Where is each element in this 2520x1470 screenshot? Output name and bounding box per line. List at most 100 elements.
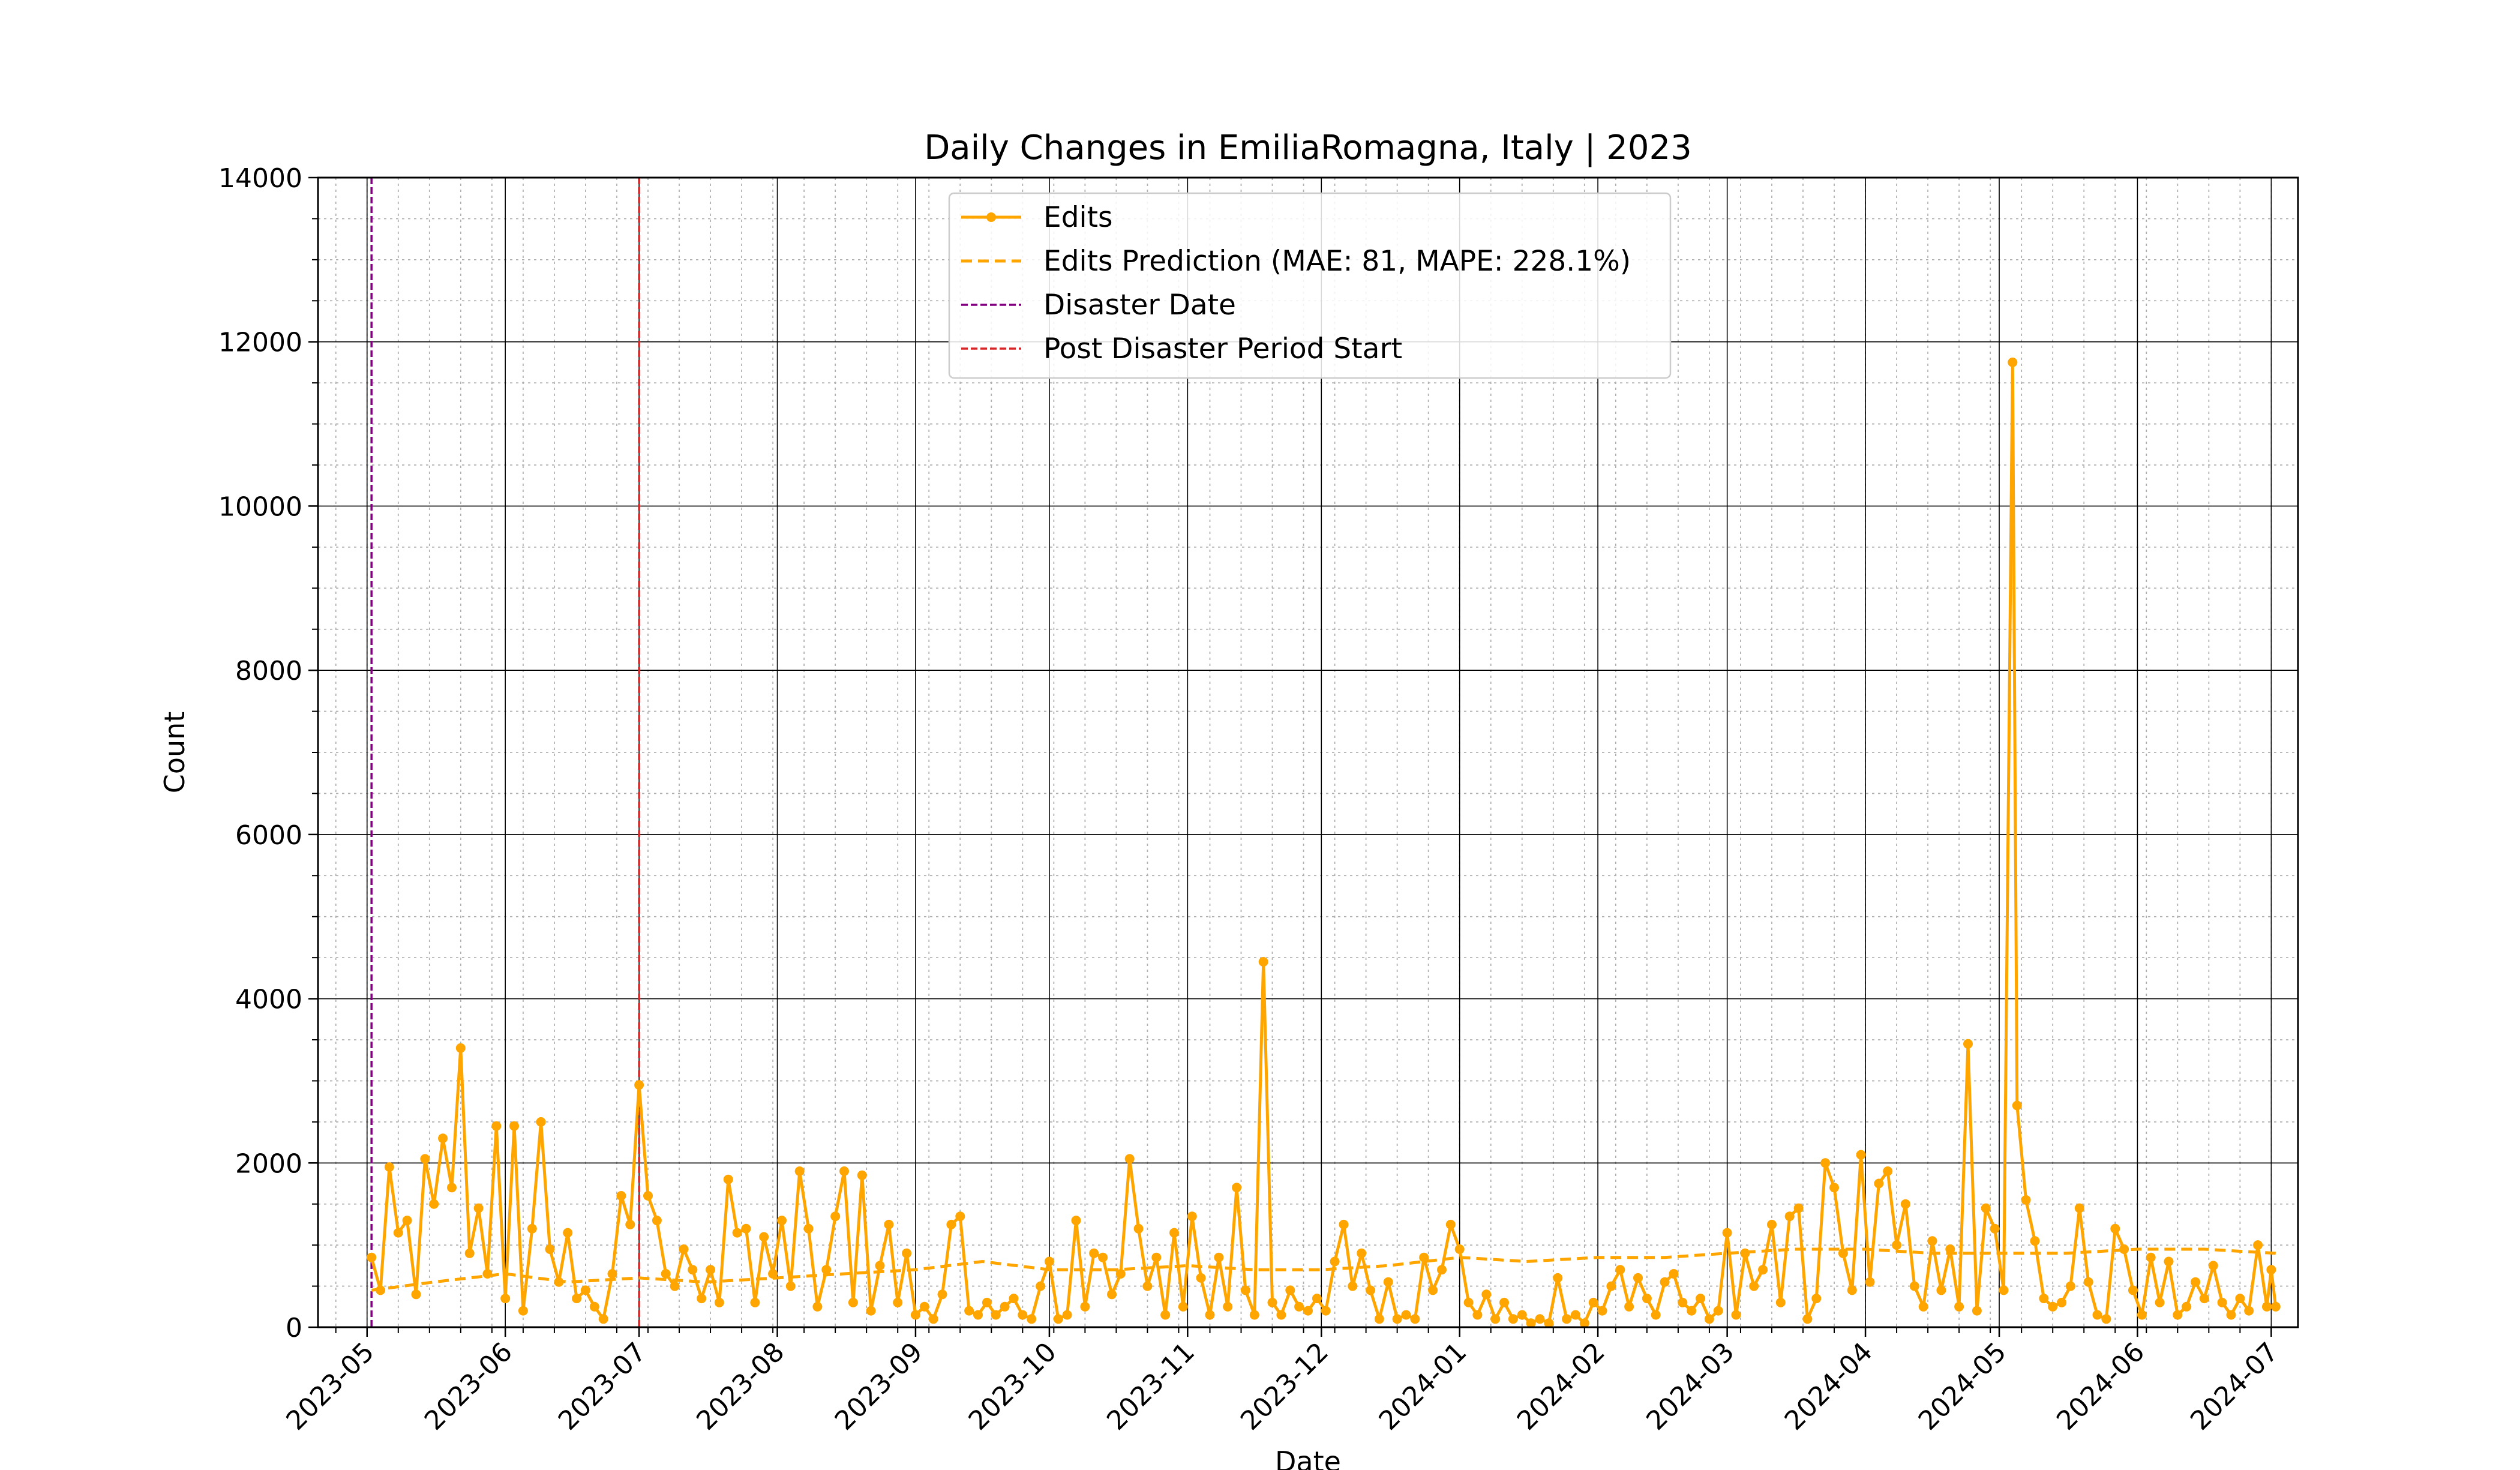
edits-point	[589, 1301, 599, 1312]
edits-point	[2270, 1301, 2281, 1312]
edits-point	[919, 1301, 929, 1312]
edits-point	[1499, 1297, 1509, 1307]
edits-point	[1133, 1223, 1144, 1234]
edits-point	[2173, 1310, 2183, 1320]
edits-point	[2110, 1223, 2120, 1234]
edits-point	[1588, 1297, 1598, 1307]
edits-point	[946, 1219, 956, 1229]
edits-point	[2065, 1281, 2075, 1291]
edits-point	[1107, 1289, 1117, 1300]
edits-point	[991, 1310, 1001, 1320]
edits-point	[670, 1281, 680, 1291]
y-tick-label: 8000	[235, 656, 302, 686]
edits-point	[821, 1265, 832, 1275]
edits-point	[1366, 1285, 1376, 1295]
edits-point	[1294, 1301, 1304, 1312]
edits-point	[1027, 1314, 1037, 1324]
y-tick-label: 14000	[218, 163, 302, 194]
edits-point	[1339, 1219, 1349, 1229]
edits-point	[1669, 1269, 1679, 1279]
edits-point	[1401, 1310, 1411, 1320]
edits-point	[1722, 1228, 1732, 1238]
edits-point	[2217, 1297, 2227, 1307]
edits-point	[937, 1289, 947, 1300]
edits-point	[554, 1277, 564, 1287]
edits-point	[884, 1219, 894, 1229]
edits-point	[2182, 1301, 2192, 1312]
edits-point	[500, 1294, 511, 1304]
edits-point	[1758, 1265, 1768, 1275]
edits-point	[1883, 1166, 1893, 1176]
edits-point	[2039, 1294, 2049, 1304]
legend-box	[948, 192, 1672, 379]
edits-point	[429, 1199, 439, 1209]
edits-point	[1847, 1285, 1857, 1295]
edits-point	[768, 1269, 778, 1279]
edits-point	[1374, 1314, 1384, 1324]
chart-title: Daily Changes in EmiliaRomagna, Italy | …	[924, 128, 1692, 167]
edits-point	[1463, 1297, 1474, 1307]
edits-point	[785, 1281, 796, 1291]
y-axis-ticks: 0 2000 4000 6000 8000 10000 12000 14000	[218, 163, 318, 1343]
edits-point	[455, 1043, 466, 1053]
prediction-line	[371, 1247, 2276, 1292]
edits-point	[1472, 1310, 1483, 1320]
edits-point	[2030, 1236, 2040, 1246]
edits-point	[1713, 1306, 1723, 1316]
edits-point	[1240, 1285, 1250, 1295]
edits-point	[1357, 1248, 1367, 1258]
y-tick-label: 10000	[218, 491, 302, 522]
edits-point	[1999, 1285, 2009, 1295]
edits-point	[2244, 1306, 2254, 1316]
edits-point	[661, 1269, 671, 1279]
legend: Edits Edits Prediction (MAE: 81, MAPE: 22…	[948, 192, 1672, 379]
edits-point	[1481, 1289, 1492, 1300]
edits-point	[2253, 1240, 2263, 1250]
edits-point	[1954, 1301, 1964, 1312]
edits-point	[1892, 1240, 1902, 1250]
edits-point	[1793, 1203, 1804, 1213]
edits-point	[1214, 1252, 1224, 1262]
edits-point	[1000, 1301, 1010, 1312]
edits-point	[1651, 1310, 1661, 1320]
edits-point	[438, 1133, 448, 1144]
edits-point	[518, 1306, 528, 1316]
edits-point	[2101, 1314, 2111, 1324]
edits-point	[1678, 1297, 1688, 1307]
edits-point	[2208, 1261, 2218, 1271]
edits-point	[1865, 1277, 1875, 1287]
edits-point	[1437, 1265, 1447, 1275]
edits-point	[1044, 1256, 1054, 1267]
edits-series	[367, 357, 2281, 1328]
edits-point	[1642, 1294, 1652, 1304]
edits-point	[2128, 1285, 2138, 1295]
edits-point	[1036, 1281, 1046, 1291]
edits-point	[1990, 1223, 2000, 1234]
edits-point	[2226, 1310, 2236, 1320]
edits-point	[1696, 1294, 1706, 1304]
edits-point	[1276, 1310, 1286, 1320]
edits-point	[1856, 1150, 1866, 1160]
edits-point	[1009, 1294, 1019, 1304]
edits-point	[1624, 1301, 1634, 1312]
edits-point	[1419, 1252, 1429, 1262]
edits-point	[1820, 1158, 1831, 1168]
y-tick-label: 4000	[235, 985, 302, 1015]
edits-point	[1704, 1314, 1714, 1324]
edits-point	[2012, 1100, 2022, 1111]
edits-point	[1927, 1236, 1937, 1246]
edits-point	[1535, 1314, 1545, 1324]
edits-point	[1330, 1256, 1340, 1267]
edits-point	[1490, 1314, 1501, 1324]
edits-point	[1445, 1219, 1456, 1229]
edits-point	[1909, 1281, 1919, 1291]
edits-point	[2146, 1252, 2156, 1262]
edits-point	[1142, 1281, 1153, 1291]
edits-point	[2092, 1310, 2102, 1320]
y-tick-label: 2000	[235, 1148, 302, 1179]
edits-point	[875, 1261, 885, 1271]
edits-point	[1687, 1306, 1697, 1316]
edits-point	[1784, 1211, 1795, 1222]
edits-point	[1740, 1248, 1750, 1258]
